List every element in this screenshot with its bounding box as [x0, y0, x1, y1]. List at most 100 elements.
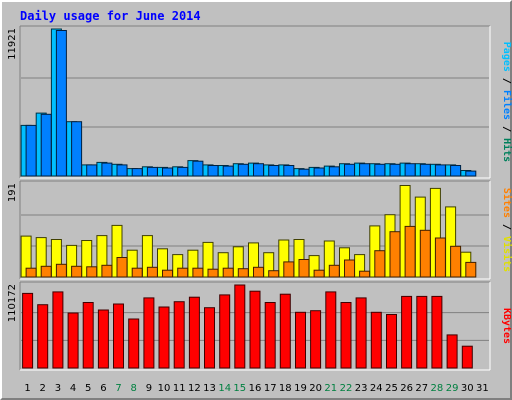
day-label-30: 30: [461, 383, 474, 394]
panel-kbytes-legend: KBytes: [501, 308, 512, 344]
day-label-10: 10: [158, 383, 171, 394]
bar-files-day-8: [131, 168, 143, 177]
bar-sites-day-10: [162, 269, 173, 278]
day-label-8: 8: [131, 383, 137, 394]
bar-kbytes-day-4: [67, 312, 79, 369]
day-label-29: 29: [446, 383, 459, 394]
legend-part-3: /: [501, 120, 512, 138]
day-label-28: 28: [431, 383, 444, 394]
day-label-9: 9: [146, 383, 152, 394]
day-label-15: 15: [233, 383, 246, 394]
bar-sites-day-3: [55, 263, 67, 278]
bar-kbytes-day-26: [401, 295, 413, 369]
legend-part-0: Pages: [501, 42, 512, 72]
bar-files-day-24: [374, 163, 386, 177]
bar-files-day-9: [146, 166, 158, 177]
bar-kbytes-day-14: [219, 294, 231, 369]
day-label-17: 17: [264, 383, 277, 394]
legend-part-2: Files: [501, 90, 512, 120]
bar-files-day-16: [253, 163, 264, 177]
bar-sites-day-6: [101, 264, 113, 278]
bar-sites-day-1: [25, 267, 37, 278]
day-label-25: 25: [385, 383, 398, 394]
legend-part-1: /: [501, 72, 512, 90]
legend-part-1: /: [501, 218, 512, 236]
bar-kbytes-day-17: [264, 302, 276, 369]
bar-kbytes-day-18: [279, 293, 291, 369]
panel-visits-sites-legend: Sites / Visits: [501, 188, 512, 272]
bar-kbytes-day-21: [325, 291, 337, 369]
day-label-4: 4: [70, 383, 76, 394]
bar-sites-day-14: [222, 267, 234, 278]
bar-sites-day-21: [328, 264, 340, 278]
bar-kbytes-day-5: [82, 302, 94, 369]
day-label-3: 3: [55, 383, 61, 394]
panel-kbytes-max-label: 110172: [7, 284, 18, 322]
legend-part-0: Sites: [501, 188, 512, 218]
day-label-27: 27: [415, 383, 428, 394]
bar-sites-day-26: [404, 225, 416, 278]
bar-files-day-5: [86, 164, 98, 177]
bar-sites-day-29: [450, 245, 462, 278]
bar-files-day-30: [465, 170, 477, 177]
bar-sites-day-16: [253, 266, 264, 278]
day-label-1: 1: [24, 383, 30, 394]
bar-sites-day-11: [177, 267, 189, 278]
day-label-22: 22: [340, 383, 353, 394]
panel-hits-files-legend: Pages / Files / Hits: [501, 42, 512, 162]
panel-hits-files-bg: [20, 26, 490, 178]
day-label-21: 21: [324, 383, 337, 394]
bar-sites-day-17: [268, 270, 280, 278]
bar-files-day-15: [237, 163, 249, 177]
legend-part-2: Visits: [501, 236, 512, 272]
bar-files-day-17: [268, 165, 280, 177]
bar-files-day-21: [328, 166, 340, 177]
bar-sites-day-12: [192, 267, 204, 278]
panel-hits-files-max-label: 11921: [7, 28, 18, 60]
bar-sites-day-30: [465, 261, 477, 278]
bar-files-day-23: [359, 163, 371, 177]
bar-files-day-3: [55, 30, 67, 177]
day-label-6: 6: [100, 383, 106, 394]
bar-sites-day-25: [389, 231, 401, 278]
bar-files-day-10: [162, 167, 173, 177]
bar-sites-day-20: [313, 269, 325, 278]
bar-kbytes-day-8: [128, 318, 140, 369]
bar-files-day-14: [222, 165, 234, 177]
bar-sites-day-9: [146, 266, 158, 278]
bar-sites-day-18: [283, 261, 295, 278]
day-label-31: 31: [476, 383, 489, 394]
bar-files-day-1: [25, 124, 37, 177]
bar-files-day-11: [177, 166, 189, 177]
day-label-14: 14: [218, 383, 231, 394]
bar-kbytes-day-19: [295, 311, 306, 369]
day-label-13: 13: [203, 383, 216, 394]
day-label-24: 24: [370, 383, 383, 394]
bar-files-day-2: [40, 113, 52, 177]
bar-sites-day-4: [71, 265, 83, 278]
day-label-18: 18: [279, 383, 292, 394]
bar-kbytes-day-16: [249, 290, 261, 369]
chart-title: Daily usage for June 2014: [20, 9, 201, 23]
bar-sites-day-8: [131, 267, 143, 278]
bar-files-day-27: [419, 163, 431, 177]
day-label-26: 26: [400, 383, 413, 394]
day-label-7: 7: [115, 383, 121, 394]
bar-sites-day-28: [434, 237, 446, 278]
bar-files-day-6: [101, 162, 113, 177]
bar-files-day-26: [404, 163, 416, 177]
bar-kbytes-day-20: [310, 310, 322, 369]
bar-kbytes-day-29: [446, 334, 458, 369]
bar-kbytes-day-3: [52, 291, 64, 369]
bar-files-day-18: [283, 165, 295, 177]
legend-part-0: KBytes: [501, 308, 512, 344]
bar-kbytes-day-23: [355, 297, 367, 369]
bar-kbytes-day-15: [234, 284, 246, 369]
bar-sites-day-13: [207, 268, 219, 278]
bar-kbytes-day-25: [386, 314, 397, 369]
bar-kbytes-day-6: [97, 309, 109, 369]
bar-kbytes-day-10: [158, 306, 170, 369]
bar-sites-day-2: [40, 265, 52, 278]
bar-kbytes-day-24: [370, 311, 382, 369]
